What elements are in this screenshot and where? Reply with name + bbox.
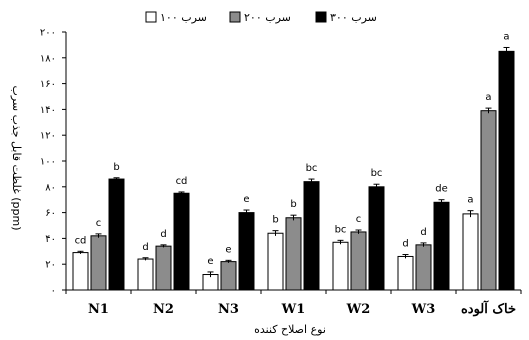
- y-tick-label: ۲۰: [45, 260, 56, 271]
- error-bar: [308, 178, 315, 185]
- error-bar: [467, 210, 474, 218]
- legend: سرب ۱۰۰ سرب ۲۰۰ سرب ۳۰۰: [145, 11, 377, 24]
- bar: [173, 192, 190, 291]
- significance-label: d: [420, 227, 426, 238]
- bar: [332, 241, 349, 291]
- y-tick-label: ۱۴۰: [40, 105, 56, 116]
- significance-label: b: [290, 199, 296, 210]
- significance-label: d: [160, 229, 166, 240]
- bar: [238, 212, 255, 291]
- bar: [433, 201, 450, 291]
- error-bar: [337, 239, 344, 245]
- bar: [285, 217, 302, 291]
- bar: [155, 245, 172, 291]
- significance-label: c: [96, 218, 102, 229]
- error-bar: [243, 209, 250, 216]
- x-tick-label: N3: [218, 302, 239, 317]
- x-tick-label: W2: [346, 302, 371, 317]
- bar: [397, 255, 414, 291]
- legend-label: سرب ۳۰۰: [330, 11, 377, 24]
- y-tick-label: ۰: [51, 286, 56, 297]
- error-bar: [272, 230, 279, 236]
- y-tick-label: ۸۰: [45, 182, 56, 193]
- significance-label: a: [485, 92, 491, 103]
- significance-label: a: [503, 31, 509, 42]
- bar: [267, 232, 284, 291]
- significance-label: bc: [371, 168, 383, 179]
- error-bar: [485, 107, 492, 114]
- error-bar: [503, 46, 510, 56]
- error-bar: [77, 250, 84, 254]
- bar: [220, 261, 237, 291]
- x-tick-label: W1: [281, 302, 306, 317]
- bar: [415, 244, 432, 291]
- bar: [462, 213, 479, 291]
- legend-swatch: [145, 11, 157, 23]
- significance-label: cd: [176, 176, 188, 187]
- legend-swatch: [229, 11, 241, 23]
- significance-label: bc: [335, 224, 347, 235]
- bar: [90, 235, 107, 291]
- error-bar: [178, 191, 185, 195]
- bar: [108, 178, 125, 291]
- significance-label: cd: [75, 235, 87, 246]
- error-bar: [438, 199, 445, 205]
- y-axis-label: غلظت قابل جذب سرب (ppm): [10, 85, 23, 230]
- legend-swatch: [315, 11, 327, 23]
- error-bar: [290, 214, 297, 221]
- x-tick-label: N2: [153, 302, 174, 317]
- y-tick-label: ۲۰۰: [40, 28, 56, 39]
- legend-item: سرب ۲۰۰: [229, 11, 291, 24]
- bar: [368, 186, 385, 291]
- bar: [480, 110, 497, 291]
- error-bar: [373, 183, 380, 190]
- significance-label: a: [467, 195, 473, 206]
- error-bar: [420, 242, 427, 247]
- y-tick-label: ۱۶۰: [40, 79, 56, 90]
- legend-item: سرب ۱۰۰: [145, 11, 207, 24]
- y-axis: ۰ ۲۰ ۴۰ ۶۰ ۸۰ ۱۰۰ ۱۲۰ ۱۴۰ ۱۶۰ ۱۸۰ ۲۰۰: [40, 28, 67, 297]
- error-bar: [225, 259, 232, 263]
- bar: [72, 252, 89, 291]
- y-tick-label: ۴۰: [45, 234, 56, 245]
- significance-label: e: [207, 256, 213, 267]
- significance-label: de: [435, 184, 448, 195]
- x-tick-label: خاک آلوده: [461, 300, 516, 317]
- significance-label: b: [113, 162, 119, 173]
- x-axis: N1 N2 N3 W1 W2 W3 خاک آلوده: [65, 289, 522, 317]
- error-bar: [207, 271, 214, 278]
- y-tick-label: ۱۲۰: [40, 131, 56, 142]
- legend-label: سرب ۲۰۰: [244, 11, 291, 24]
- significance-label: d: [402, 239, 408, 250]
- significance-label: e: [243, 194, 249, 205]
- significance-label: e: [225, 244, 231, 255]
- x-tick-label: N1: [88, 302, 109, 317]
- significance-label: bc: [306, 163, 318, 174]
- error-bar: [113, 177, 120, 181]
- legend-item: سرب ۳۰۰: [315, 11, 377, 24]
- significance-label: d: [142, 242, 148, 253]
- x-axis-label: نوع اصلاح کننده: [254, 323, 326, 336]
- legend-label: سرب ۱۰۰: [160, 11, 207, 24]
- x-tick-label: W3: [411, 302, 436, 317]
- error-bar: [402, 254, 409, 259]
- y-tick-label: ۶۰: [45, 208, 56, 219]
- bar: [303, 181, 320, 291]
- error-bar: [160, 244, 167, 248]
- y-tick-label: ۱۰۰: [40, 157, 56, 168]
- bar: [137, 258, 154, 291]
- error-bar: [95, 233, 102, 238]
- error-bar: [142, 257, 149, 261]
- error-bar: [355, 229, 362, 234]
- significance-label: b: [272, 215, 278, 226]
- y-tick-label: ۱۸۰: [40, 53, 56, 64]
- bar: [498, 50, 515, 291]
- bar: [350, 231, 367, 291]
- significance-label: c: [356, 214, 362, 225]
